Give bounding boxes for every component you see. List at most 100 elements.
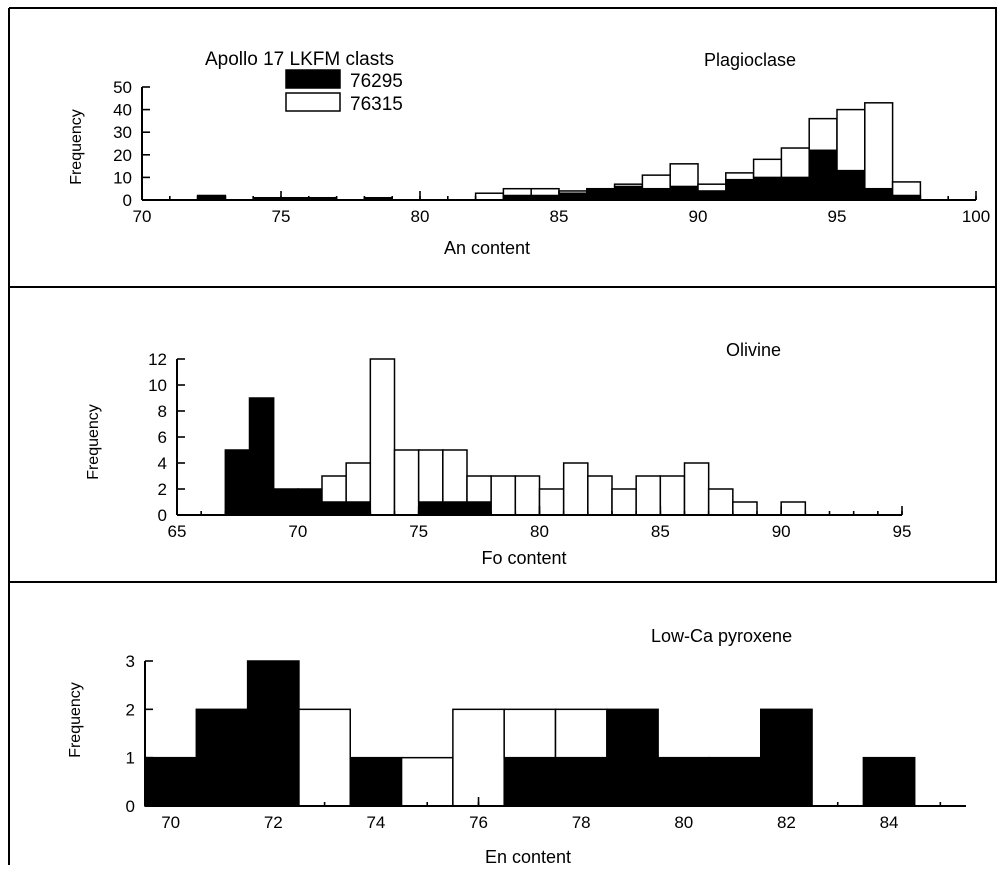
pyroxene-x-tick-label: 76	[469, 813, 488, 832]
olivine-y-tick-label: 8	[158, 402, 167, 421]
olivine-x-tick-label: 95	[893, 522, 912, 541]
pyroxene-bar-76295-81.5	[760, 708, 813, 807]
olivine-x-tick-label: 90	[772, 522, 791, 541]
olivine-bar-76315-83	[611, 488, 637, 516]
pyroxene-x-tick-label: 70	[161, 813, 180, 832]
pyroxene-bar-76295-70.5	[195, 708, 249, 807]
plagioclase-bar-76295-95	[836, 169, 866, 201]
pyroxene-y-tick-label: 2	[126, 700, 135, 719]
olivine-bar-76315-81	[562, 462, 589, 516]
plagioclase-y-tick-label: 50	[113, 78, 132, 97]
pyroxene-bar-76295-78.5	[606, 708, 659, 807]
plagioclase-bar-76295-89	[669, 185, 699, 201]
plagioclase-bar-76295-94	[808, 149, 838, 201]
pyroxene-bar-76315-74.5	[400, 756, 454, 807]
pyroxene-bar-76295-71.5	[246, 660, 300, 807]
olivine-bar-76295-71	[321, 501, 347, 516]
pyroxene-title: Low-Ca pyroxene	[651, 626, 792, 646]
plagioclase-bar-76295-86	[586, 187, 616, 201]
legend-label-76315: 76315	[350, 94, 403, 115]
plagioclase-bar-76295-93	[780, 176, 810, 201]
plagioclase-y-tick-label: 40	[113, 101, 132, 120]
pyroxene-y-tick-label: 3	[126, 652, 135, 671]
pyroxene-x-tick-label: 84	[880, 813, 899, 832]
plagioclase-bar-76315-87	[613, 183, 644, 188]
olivine-bar-76295-76	[442, 501, 468, 516]
plagioclase-bar-76295-90	[697, 190, 727, 201]
olivine-bar-76315-79	[514, 475, 541, 516]
olivine-bar-76295-72	[345, 501, 372, 516]
olivine-bar-76295-75	[417, 501, 444, 516]
olivine-x-tick-label: 80	[530, 522, 549, 541]
olivine-bar-76315-76	[442, 449, 468, 503]
olivine-y-tick-label: 2	[158, 480, 167, 499]
olivine-x-tick-label: 70	[288, 522, 307, 541]
plagioclase-x-tick-label: 90	[689, 207, 708, 226]
plagioclase-bar-76315-90	[697, 183, 727, 192]
olivine-title: Olivine	[726, 340, 781, 360]
olivine-y-tick-label: 4	[158, 454, 167, 473]
olivine-ylabel: Frequency	[85, 404, 102, 480]
plagioclase-bar-76315-97	[891, 181, 922, 197]
pyroxene-x-tick-label: 82	[777, 813, 796, 832]
legend-swatch-76315	[285, 92, 341, 112]
plagioclase-x-tick-label: 100	[962, 207, 990, 226]
pyroxene-xlabel: En content	[485, 847, 571, 867]
plagioclase-bar-76295-96	[864, 187, 894, 201]
plagioclase-bar-76315-84	[530, 187, 560, 197]
olivine-bar-76315-80	[538, 488, 565, 516]
plagioclase-bar-76295-87	[613, 185, 644, 201]
plagioclase-bar-76315-91	[725, 172, 755, 181]
plagioclase-x-tick-label: 75	[272, 207, 291, 226]
plagioclase-bar-76295-85	[558, 192, 588, 201]
pyroxene-bar-76315-75.5	[452, 708, 505, 807]
pyroxene-bar-76295-76.5	[503, 756, 557, 807]
pyroxene-x-tick-label: 74	[366, 813, 385, 832]
olivine-panel: 65 70 75 80 85 90 95 0 2 4 6 8 10 12	[148, 350, 911, 541]
pyroxene-ylabel: Frequency	[67, 682, 84, 758]
plagioclase-xlabel: An content	[444, 238, 530, 258]
plagioclase-x-tick-label: 95	[828, 207, 847, 226]
pyroxene-x-tick-label: 72	[264, 813, 283, 832]
olivine-bar-76315-71	[321, 475, 347, 503]
olivine-bar-76315-74	[393, 449, 420, 516]
pyroxene-y-tick-label: 0	[126, 797, 135, 816]
olivine-bar-76315-72	[345, 462, 372, 503]
olivine-bar-76315-85	[659, 475, 686, 516]
olivine-bar-76295-69	[272, 488, 299, 516]
olivine-x-tick-label: 65	[168, 522, 187, 541]
pyroxene-bar-76315-76.5	[503, 708, 557, 759]
olivine-bar-76315-86	[683, 462, 710, 516]
olivine-bar-76315-82	[587, 475, 613, 516]
olivine-y-tick-label: 0	[158, 506, 167, 525]
plagioclase-bar-76315-85	[558, 190, 588, 194]
plagioclase-bar-76315-94	[808, 117, 838, 152]
olivine-bar-76315-77	[466, 475, 492, 503]
plagioclase-bar-76315-82	[474, 192, 505, 201]
plagioclase-ylabel: Frequency	[68, 109, 85, 185]
olivine-bar-76315-75	[417, 449, 444, 503]
plagioclase-title: Plagioclase	[704, 50, 796, 70]
plagioclase-x-tick-label: 80	[411, 207, 430, 226]
pyroxene-bar-76295-80.5	[708, 756, 762, 807]
pyroxene-y-tick-label: 1	[126, 749, 135, 768]
legend: Apollo 17 LKFM clasts 76295 76315	[205, 49, 403, 115]
plagioclase-bar-76315-89	[669, 163, 699, 188]
plagioclase-bar-76315-92	[752, 158, 783, 179]
pyroxene-panel: 70 72 74 76 78 80 82 84 0 1 2 3	[126, 652, 966, 832]
legend-swatch-76295	[285, 69, 341, 89]
olivine-bar-76295-68	[248, 397, 275, 516]
olivine-y-tick-label: 12	[148, 350, 167, 369]
plagioclase-bar-76295-88	[641, 187, 671, 201]
plagioclase-bar-76315-93	[780, 147, 810, 179]
plagioclase-y-tick-label: 30	[113, 123, 132, 142]
plagioclase-x-tick-label: 85	[550, 207, 569, 226]
olivine-bar-76315-88	[732, 501, 758, 516]
plagioclase-bar-76315-96	[864, 102, 894, 190]
plagioclase-y-tick-label: 10	[113, 168, 132, 187]
olivine-y-tick-label: 10	[148, 376, 167, 395]
plagioclase-y-tick-label: 20	[113, 146, 132, 165]
pyroxene-bar-76315-72.5	[298, 708, 351, 807]
plagioclase-bar-76315-88	[641, 174, 671, 190]
